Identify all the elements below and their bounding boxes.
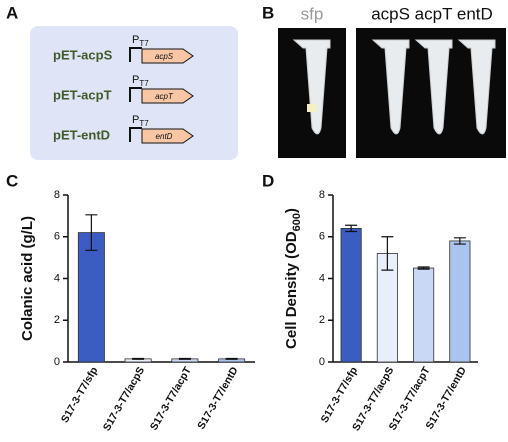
gene-name: acpS [155,52,174,61]
plasmid-name: pET-entD [53,127,110,142]
promoter-label: PT7 [132,74,149,88]
gene-name: acpT [155,92,174,101]
x-tick-label: S17-3-T7/acpT [148,364,194,432]
tubes [292,39,496,135]
y-tick-label: 0 [319,356,325,368]
x-tick-label: S17-3-T7/entD [195,365,241,432]
promoter-label: P [132,34,139,46]
panel-label: A [6,3,18,22]
promoter-label: PT7 [132,34,149,48]
pellet [307,104,317,112]
error-bar [453,237,466,245]
y-axis-label: Cell Density (OD600) [283,208,303,349]
y-tick-label: 4 [54,272,60,284]
y-tick-label: 2 [54,314,60,326]
y-tick-label: 4 [319,272,325,284]
y-tick-label: 8 [54,189,60,201]
panel-label: C [6,171,18,190]
photo-label: sfp [301,4,324,23]
error-bar [381,236,394,271]
error-bar [345,224,358,233]
error-bar [132,357,145,360]
gene-arrow [141,128,194,144]
x-tick-label: S17-3-T7/acpS [101,365,147,433]
y-tick-label: 2 [319,314,325,326]
bar [449,240,471,363]
gene-arrow [141,88,194,104]
error-bar [85,214,98,251]
promoter-label: PT7 [132,114,149,128]
y-axis-label-subscript: 600 [291,213,303,231]
y-axis-label: Colanic acid (g/L) [19,216,36,341]
y-axis-label: ) [283,208,300,213]
bar [340,227,362,363]
y-tick-label: 6 [54,231,60,243]
x-tick-label: S17-3-T7/sfp [319,365,361,425]
panel-label: B [262,3,274,22]
bar [77,232,105,363]
x-tick-label: S17-3-T7/sfp [59,365,101,425]
y-tick-label: 0 [54,356,60,368]
promoter-subscript: T7 [139,79,149,88]
y-tick-label: 6 [319,231,325,243]
promoter-label: P [132,114,139,126]
error-bar [225,357,238,360]
promoter-label: P [132,74,139,86]
promoter-subscript: T7 [139,119,149,128]
y-axis-label: Colanic acid (g/L) [19,216,36,341]
promoter-arrow [129,47,142,62]
promoter-arrow [129,127,142,142]
promoter-arrow [129,87,142,102]
gene-arrow [141,48,194,64]
photo-label: acpS acpT entD [371,4,493,23]
plasmid-name: pET-acpT [53,87,112,102]
error-bar [417,266,430,270]
promoter-subscript: T7 [139,39,149,48]
error-bar [178,357,191,360]
panel-label: D [262,171,274,190]
y-tick-label: 8 [319,189,325,201]
gene-name: entD [156,132,173,141]
bar [413,267,435,363]
y-axis-label: Cell Density (OD [283,231,300,349]
plasmid-name: pET-acpS [53,47,113,62]
